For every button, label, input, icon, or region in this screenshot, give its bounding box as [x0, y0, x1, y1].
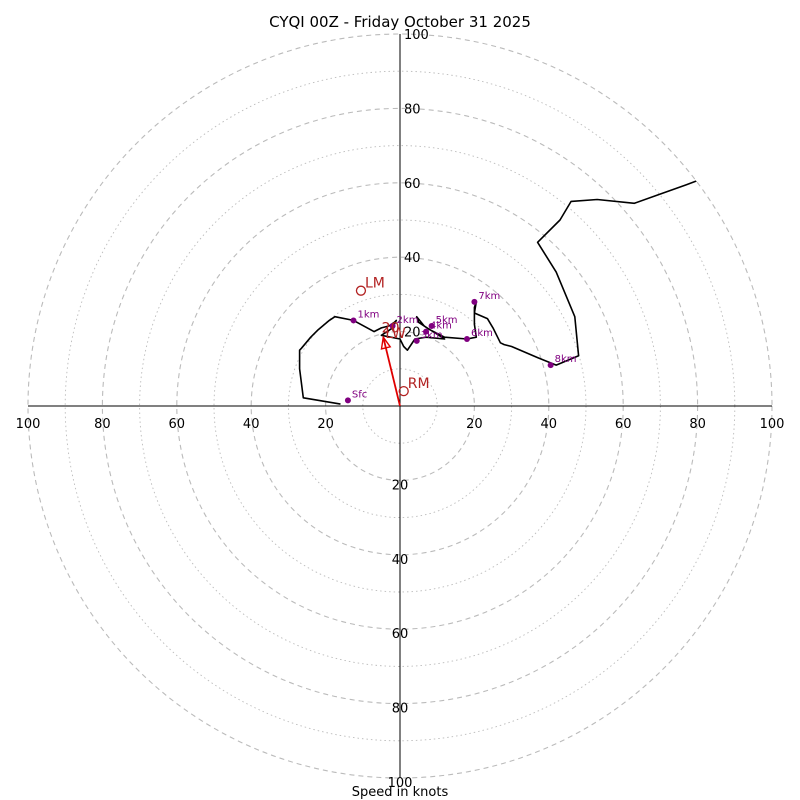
- tick-label: 80: [392, 702, 409, 717]
- height-marker: [423, 328, 430, 335]
- height-marker-label: 6km: [471, 328, 493, 339]
- chart-title: CYQI 00Z - Friday October 31 2025: [269, 13, 531, 31]
- height-marker: [389, 323, 396, 330]
- x-axis-label: Speed in knots: [352, 785, 449, 800]
- tick-label: 60: [404, 177, 421, 192]
- tick-label: 80: [404, 102, 421, 117]
- storm-motion-label: RM: [408, 376, 430, 392]
- height-marker: [413, 337, 420, 344]
- tick-label: 60: [169, 417, 186, 432]
- tick-label: 100: [16, 417, 41, 432]
- tick-label: 20: [317, 417, 334, 432]
- tick-label: 40: [243, 417, 260, 432]
- height-marker: [344, 397, 351, 404]
- mean-wind-arrowhead: [380, 335, 392, 350]
- storm-motion-label: 20: [382, 320, 400, 336]
- tick-label: 20: [404, 326, 421, 341]
- tick-label: 100: [760, 417, 785, 432]
- tick-label: 40: [404, 251, 421, 266]
- height-marker-label: 5km: [436, 315, 458, 326]
- tick-label: 80: [94, 417, 111, 432]
- height-marker-label: 1km: [358, 309, 380, 320]
- tick-label: 100: [388, 776, 413, 791]
- mean-wind-vector: [382, 336, 401, 407]
- tick-label: 40: [392, 553, 409, 568]
- height-marker-label: Sfc: [352, 389, 367, 400]
- height-marker: [350, 317, 357, 324]
- height-marker-label: 8km: [555, 354, 577, 365]
- tick-label: 60: [392, 627, 409, 642]
- tick-label: 20: [392, 478, 409, 493]
- tick-label: 20: [466, 417, 483, 432]
- storm-motion-marker: [355, 285, 367, 296]
- tick-label: 40: [541, 417, 558, 432]
- height-marker: [463, 336, 470, 343]
- axis-tick-labels: 100 80 60 40 20 20 40 60 80 100 100 80 60 40 20 20 40 60 8…: [16, 28, 785, 791]
- height-marker: [547, 362, 554, 369]
- height-marker: [428, 323, 435, 330]
- tick-label: 80: [689, 417, 706, 432]
- height-marker-label: 4km: [430, 321, 452, 332]
- height-marker-label: 7km: [478, 291, 500, 302]
- height-marker-label: 2km: [397, 315, 419, 326]
- storm-motion-label: LW: [385, 326, 406, 342]
- tick-label: 100: [404, 28, 429, 43]
- height-marker-label: 3km: [421, 330, 443, 341]
- storm-motion-marker: [398, 385, 409, 397]
- tick-label: 60: [615, 417, 632, 432]
- hodograph-series: [298, 156, 772, 407]
- height-marker: [471, 298, 478, 305]
- storm-motion-label: LM: [365, 276, 385, 292]
